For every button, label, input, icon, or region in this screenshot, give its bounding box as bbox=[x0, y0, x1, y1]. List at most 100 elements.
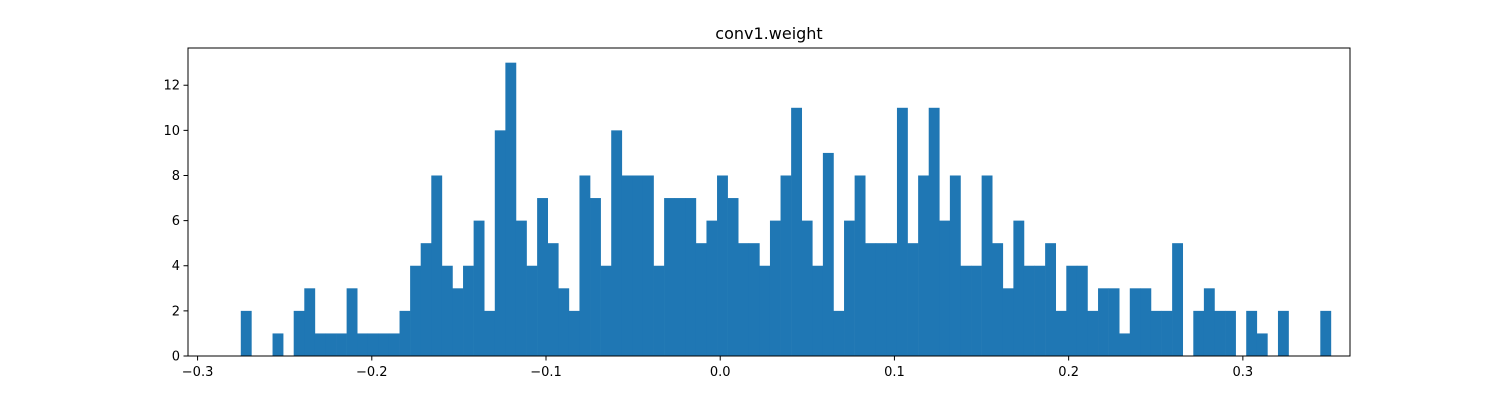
histogram-bar bbox=[367, 333, 379, 356]
histogram-bar bbox=[695, 243, 707, 356]
histogram-bar bbox=[346, 288, 358, 356]
x-tick-label: −0.2 bbox=[356, 365, 388, 380]
histogram-bar bbox=[1129, 288, 1141, 356]
histogram-bar bbox=[357, 333, 369, 356]
histogram-bar bbox=[1066, 265, 1078, 356]
x-tick-label: −0.1 bbox=[530, 365, 562, 380]
histogram-bar bbox=[812, 265, 824, 356]
y-tick-label: 10 bbox=[163, 124, 180, 139]
histogram-bar bbox=[822, 152, 834, 356]
histogram-bar bbox=[473, 220, 485, 356]
histogram-bar bbox=[1076, 265, 1088, 356]
histogram-bar bbox=[685, 198, 697, 356]
histogram-bar bbox=[505, 62, 517, 357]
histogram-bar bbox=[590, 198, 601, 356]
histogram-bar bbox=[865, 243, 877, 356]
histogram-bar bbox=[918, 175, 930, 356]
y-tick-label: 12 bbox=[163, 79, 180, 94]
histogram-bar bbox=[1002, 288, 1014, 356]
histogram-bar bbox=[1098, 288, 1109, 356]
histogram-bar bbox=[801, 220, 813, 356]
histogram-bar bbox=[1320, 310, 1332, 356]
histogram-bar bbox=[706, 220, 718, 356]
histogram-bar bbox=[399, 310, 411, 356]
histogram-bar bbox=[854, 175, 866, 356]
histogram-bar bbox=[1013, 220, 1025, 356]
histogram-bar bbox=[1277, 310, 1289, 356]
histogram-bar bbox=[558, 288, 570, 356]
histogram-bar bbox=[1193, 310, 1205, 356]
histogram-bar bbox=[1256, 333, 1268, 356]
histogram-bar bbox=[452, 288, 464, 356]
histogram-bar bbox=[293, 310, 305, 356]
y-tick-label: 0 bbox=[172, 350, 180, 365]
x-tick-label: 0.0 bbox=[710, 365, 731, 380]
histogram-bar bbox=[410, 265, 421, 356]
histogram-bar bbox=[1087, 310, 1099, 356]
histogram-bar bbox=[441, 265, 453, 356]
histogram-bar bbox=[738, 243, 750, 356]
histogram-bar bbox=[1034, 265, 1046, 356]
histogram-bar bbox=[1214, 310, 1226, 356]
histogram-bar bbox=[463, 265, 474, 356]
histogram-bar bbox=[759, 265, 771, 356]
x-tick-label: 0.3 bbox=[1233, 365, 1254, 380]
histogram-bar bbox=[526, 265, 538, 356]
histogram-bar bbox=[896, 107, 908, 356]
histogram-bar bbox=[494, 130, 506, 356]
histogram-bar bbox=[304, 288, 316, 356]
histogram-bar bbox=[272, 333, 284, 356]
x-tick-label: 0.1 bbox=[884, 365, 905, 380]
histogram-bar bbox=[748, 243, 760, 356]
histogram-bar bbox=[791, 107, 803, 356]
plot-area-frame bbox=[187, 47, 1351, 357]
histogram-bar bbox=[833, 310, 845, 356]
histogram-bar bbox=[431, 175, 443, 356]
histogram-bar bbox=[653, 265, 665, 356]
histogram-bar bbox=[939, 220, 951, 356]
y-tick-label: 8 bbox=[172, 169, 180, 184]
histogram-bar bbox=[886, 243, 898, 356]
histogram-bar bbox=[727, 198, 739, 356]
chart-title: conv1.weight bbox=[715, 24, 822, 43]
histogram-bar bbox=[632, 175, 644, 356]
histogram-bar bbox=[971, 265, 982, 356]
histogram-bar bbox=[949, 175, 961, 356]
histogram-bar bbox=[1045, 243, 1057, 356]
histogram-bar bbox=[642, 175, 654, 356]
histogram-bar bbox=[875, 243, 887, 356]
histogram-bar bbox=[780, 175, 792, 356]
y-tick-label: 4 bbox=[172, 259, 180, 274]
histogram-bar bbox=[611, 130, 623, 356]
histogram-bar bbox=[547, 243, 559, 356]
histogram-bar bbox=[537, 198, 548, 356]
histogram-bar bbox=[314, 333, 326, 356]
histogram-bar bbox=[907, 243, 919, 356]
histogram-bar bbox=[1055, 310, 1067, 356]
histogram-bar bbox=[325, 333, 337, 356]
histogram-bar bbox=[1246, 310, 1258, 356]
histogram-bar bbox=[420, 243, 432, 356]
x-tick-label: −0.3 bbox=[182, 365, 214, 380]
histogram-bar bbox=[579, 175, 591, 356]
histogram-bar bbox=[1108, 288, 1120, 356]
histogram-bar bbox=[1140, 288, 1152, 356]
histogram-bar bbox=[674, 198, 686, 356]
histogram-bar bbox=[515, 220, 527, 356]
histogram-bar bbox=[717, 175, 728, 356]
y-tick-label: 6 bbox=[172, 214, 180, 229]
y-tick-label: 2 bbox=[172, 304, 180, 319]
histogram-bar bbox=[960, 265, 972, 356]
histogram-bar bbox=[981, 175, 993, 356]
histogram-bar bbox=[388, 333, 400, 356]
histogram-bar bbox=[240, 310, 252, 356]
histogram-bar bbox=[1161, 310, 1173, 356]
x-tick-label: 0.2 bbox=[1058, 365, 1079, 380]
histogram-bar bbox=[1150, 310, 1162, 356]
histogram-bar bbox=[600, 265, 612, 356]
histogram-bar bbox=[1023, 265, 1035, 356]
x-axis: −0.3 −0.2 −0.1 0.0 0.1 0.2 0.3 bbox=[182, 356, 1253, 380]
histogram-bar bbox=[664, 198, 675, 356]
histogram-bar bbox=[844, 220, 855, 356]
